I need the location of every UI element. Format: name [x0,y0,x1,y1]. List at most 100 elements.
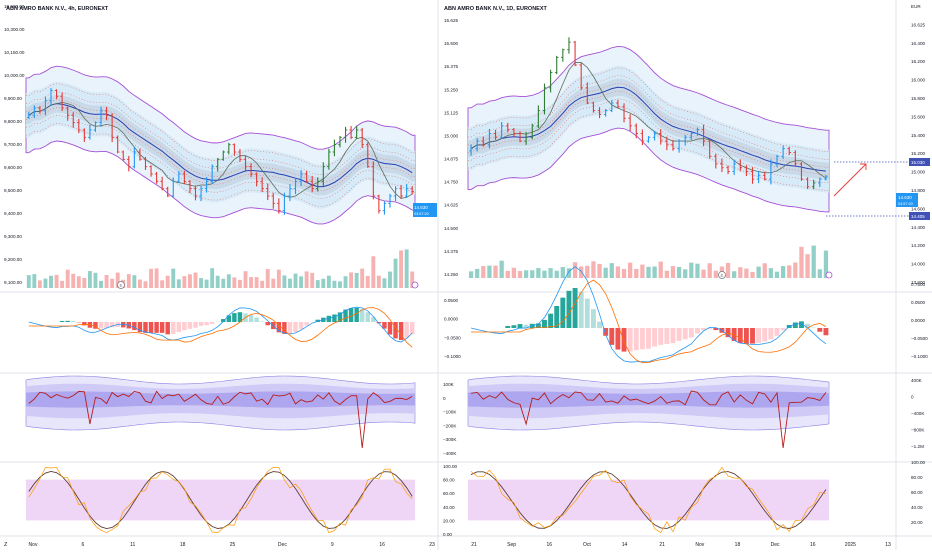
l-macd-bar [132,322,136,330]
r-flow-ticks-label: 400K [911,378,923,383]
l-price-ticks-label: 9,300.00 [4,234,22,239]
r-volume-bar [542,271,546,278]
l-volume-bar [94,273,98,288]
l-volume-bar [216,276,220,288]
l-macd-bar [249,315,253,322]
r-flow-ticks-label: −800K [911,428,925,433]
r-volume-bar [763,263,767,278]
r-macd-bar [689,328,694,338]
right-chart-title: ABN AMRO BANK N.V., 1D, EURONEXT [444,6,548,12]
l-volume-bar [82,278,86,288]
l-price-ticks-label: 9,400.00 [4,211,22,216]
l-macd-bar [165,322,169,334]
r-left-ticks-label: 15.125 [444,110,458,115]
l-volume-bar [199,278,203,288]
l-macd-bar [254,318,258,322]
r-macd-bar [781,328,786,330]
l-macd-bar [299,322,303,329]
l-volume-bar [260,281,264,288]
l-volume-bar [255,277,259,288]
r-volume-bar [665,271,669,278]
l-macd-bar [154,322,158,333]
l-volume-bar [394,259,398,288]
r-macd-bar [695,328,700,334]
l-macd-bar [304,322,308,326]
r-volume-bar [805,254,809,278]
l-x-label: 25 [230,542,236,548]
r-volume-bar [689,263,693,278]
r-x-label: 2025 [845,542,856,548]
l-macd-bar [332,314,336,322]
r-macd-bar [567,291,572,328]
r-price-ticks-label: 14.800 [911,188,925,193]
r-volume-bar [683,269,687,278]
r-volume-bar [769,268,773,278]
r-osc-ticks-label: 60.00 [911,490,923,495]
l-volume-bar [316,280,320,288]
r-volume-bar [659,262,663,278]
l-volume-bar [88,271,92,288]
r-flow-ticks-label: −1.2M [911,444,924,449]
l-osc-ticks-label: 60.00 [443,491,455,496]
r-left-ticks-label: 15.375 [444,64,458,69]
r-macd-bar [646,328,651,349]
r-volume-bar [500,261,504,278]
l-macd-bar [232,313,236,322]
r-volume-bar [506,271,510,278]
l-volume-bar [232,277,236,288]
left-price-sub: 03:57:20 [414,212,429,216]
r-macd-bar [768,328,773,339]
l-price-ticks-label: 10,300.00 [4,27,25,32]
l-volume-bar [166,276,170,288]
l-volume-bar [32,274,36,288]
r-macd-left-ticks-label: −0.0500 [444,335,461,340]
r-volume-bar [812,246,816,278]
l-x-label: Nov [29,542,38,548]
r-x-label: 21 [471,542,477,548]
l-volume-bar [388,272,392,288]
l-volume-bar [27,275,31,288]
l-volume-bar [249,277,253,288]
r-left-ticks-label: 14.750 [444,180,458,185]
r-macd-bar [628,328,633,351]
r-price-ticks-label: 14.200 [911,243,925,248]
l-volume-bar [138,280,142,288]
l-volume-bar [149,269,153,288]
r-macd-ticks-label: 0.0500 [911,300,925,305]
l-macd-bar [104,322,108,328]
r-volume-bar [640,265,644,278]
l-volume-bar [321,279,325,288]
r-volume-bar [493,266,497,278]
r-left-ticks-label: 14.375 [444,249,458,254]
left-dividend-badge[interactable] [412,282,418,288]
r-macd-bar [823,328,828,335]
r-volume-bar [481,266,485,278]
r-macd-bar [738,328,743,343]
l-macd-bar [149,322,153,333]
l-price-ticks-label: 9,700.00 [4,142,22,147]
r-volume-bar [567,268,571,278]
r-volume-bar [597,264,601,278]
l-osc-ticks-label: 80.00 [443,478,455,483]
r-macd-bar [775,328,780,336]
l-volume-bar [71,274,75,288]
r-volume-bar [512,268,516,278]
r-macd-bar [793,322,798,328]
l-price-ticks-label: 9,100.00 [4,280,22,285]
r-macd-bar [652,328,657,347]
l-volume-bar [66,270,70,288]
left-oscillator-band [26,480,415,521]
l-volume-bar [210,268,214,288]
l-volume-bar [377,276,381,288]
l-volume-bar [371,256,375,288]
right-dividend-badge[interactable] [826,272,832,278]
left-earnings-badge-label: E [119,283,122,288]
l-volume-bar [221,279,225,288]
l-macd-bar [71,321,75,322]
l-volume-bar [310,273,314,288]
r-x-label: Dec [771,542,780,548]
r-left-ticks-label: 14.625 [444,203,458,208]
l-volume-bar [194,273,198,288]
